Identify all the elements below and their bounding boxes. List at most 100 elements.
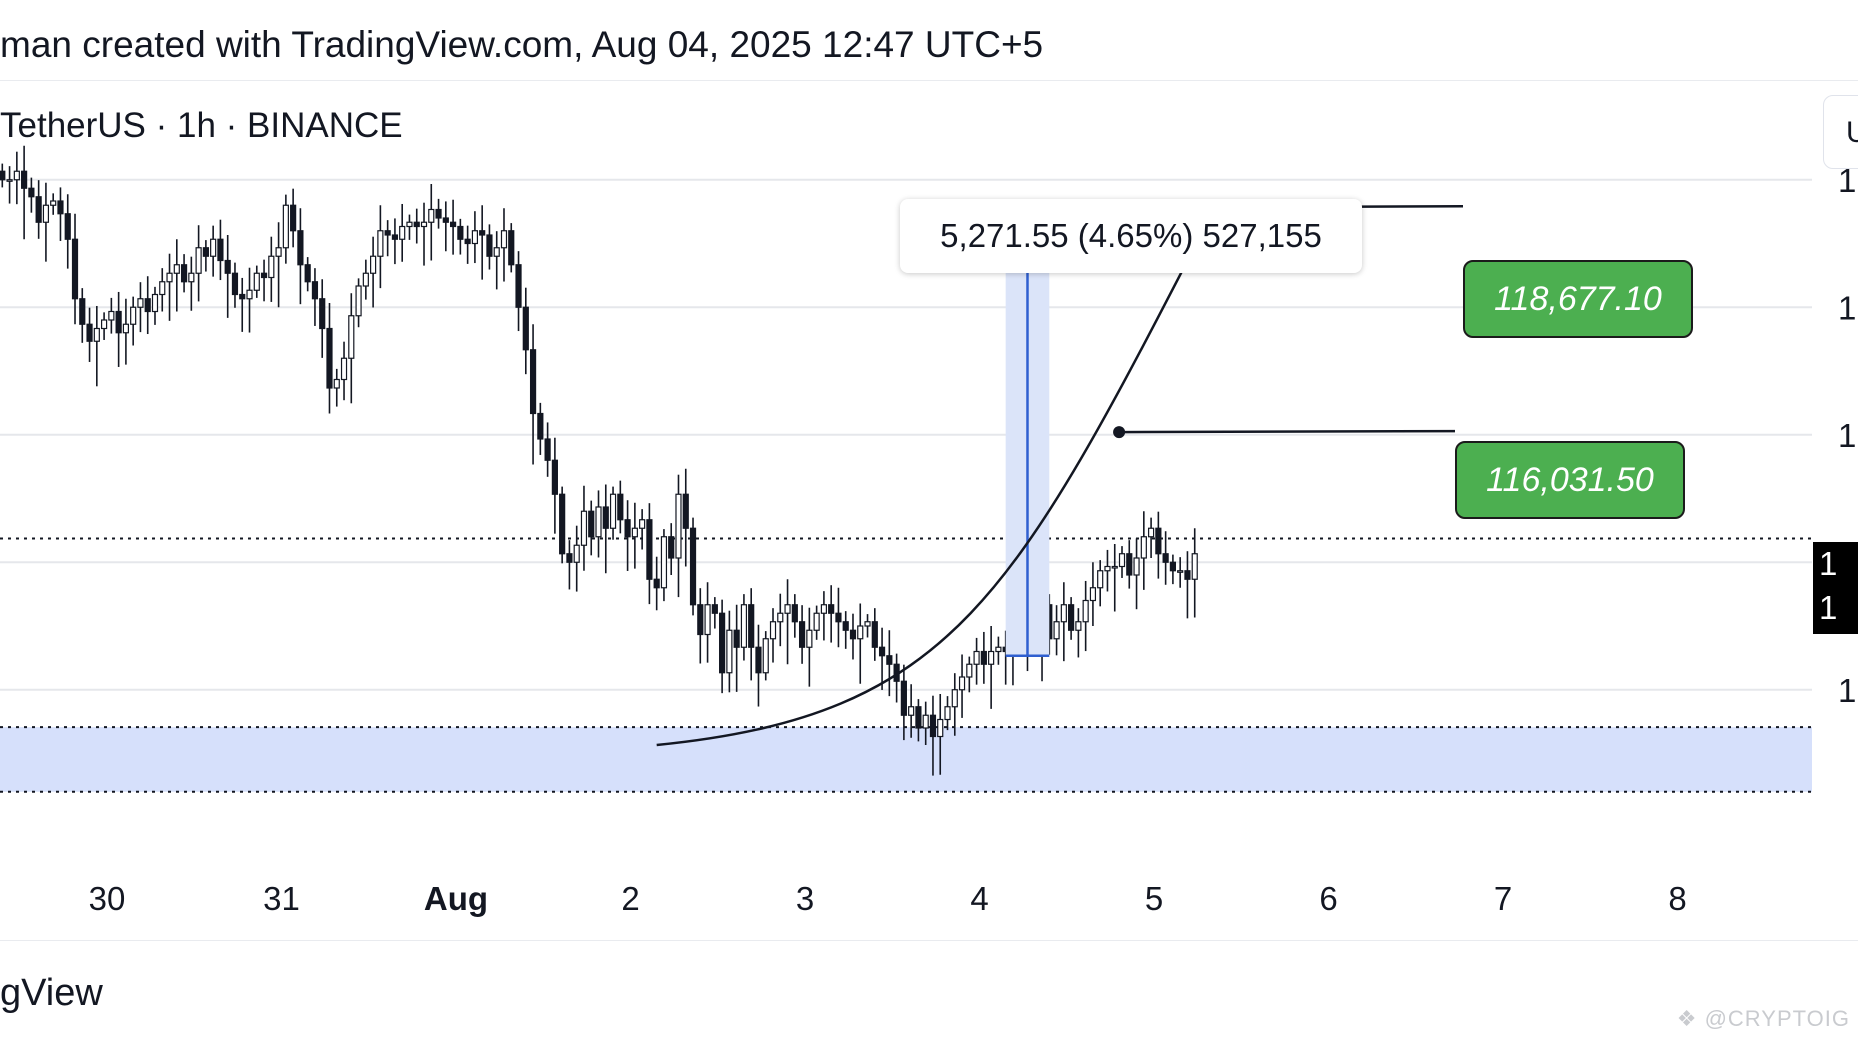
candle-body <box>726 629 733 674</box>
candle-body <box>362 272 369 287</box>
candle-body <box>6 179 13 182</box>
candle-body <box>319 298 326 330</box>
candle-body <box>340 357 348 381</box>
time-axis-label: 31 <box>263 880 300 917</box>
price-tick-label: 1 <box>1838 162 1856 199</box>
candle-body <box>719 612 726 674</box>
candle-body <box>1147 527 1155 538</box>
candle-body <box>762 638 769 674</box>
candle-body <box>449 221 457 228</box>
candle-body <box>878 646 886 657</box>
support-zone <box>0 727 1812 792</box>
candle-body <box>864 621 871 627</box>
candle-body <box>137 298 144 308</box>
candle-body <box>646 519 653 580</box>
candle-body <box>1068 604 1075 631</box>
watermark: ❖ @CRYPTOIG <box>1676 1006 1850 1031</box>
candle-body <box>384 230 391 236</box>
candle-body <box>580 510 588 546</box>
candle-body <box>71 238 79 300</box>
candle-body <box>479 230 486 236</box>
candle-body <box>660 536 668 589</box>
candle-body <box>13 170 20 181</box>
candle-body <box>260 272 268 279</box>
candle-body <box>588 510 595 538</box>
candle-body <box>937 718 944 738</box>
last-price-line-1: 1 <box>1819 545 1838 582</box>
candle-body <box>231 272 239 296</box>
candle-body <box>639 519 646 529</box>
candle-body <box>537 412 544 440</box>
candle-body <box>290 204 297 232</box>
candle-body <box>609 493 617 529</box>
candle-body <box>857 625 864 640</box>
candle-body <box>1060 604 1067 623</box>
candle-body <box>842 621 849 631</box>
candle-body <box>348 315 355 359</box>
candle-body <box>0 170 6 181</box>
candle-body <box>1191 553 1198 580</box>
footer-brand[interactable]: gView <box>0 972 103 1014</box>
candle-body <box>442 217 449 223</box>
candle-body <box>697 604 704 636</box>
scale-button[interactable]: U <box>1823 95 1858 169</box>
target-label-2[interactable]: 118,677.10 <box>1463 260 1693 338</box>
last-price-line-2: 1 <box>1819 589 1838 626</box>
candle-body <box>1118 553 1126 568</box>
last-price-label: 1 1 <box>1813 542 1858 634</box>
candle-body <box>711 604 718 614</box>
target-label-1[interactable]: 116,031.50 <box>1455 441 1685 519</box>
candle-body <box>682 493 689 529</box>
candle-body <box>159 281 166 296</box>
candle-body <box>311 281 319 300</box>
candle-body <box>180 264 188 283</box>
candle-body <box>689 527 697 606</box>
candle-body <box>275 247 282 257</box>
candle-body <box>624 519 631 538</box>
candle-body <box>406 221 413 228</box>
projection-curve <box>656 206 1217 747</box>
candle-body <box>529 349 537 415</box>
candle-body <box>566 553 573 563</box>
candle-body <box>1169 561 1177 572</box>
candle-body <box>122 323 130 334</box>
candle-body <box>595 506 602 538</box>
candle-body <box>1089 587 1097 602</box>
candle-body <box>224 259 231 274</box>
candle-body <box>370 255 377 274</box>
candle-body <box>988 650 995 665</box>
target-anchor-dot <box>1113 426 1126 439</box>
candle-body <box>798 621 806 648</box>
candle-body <box>50 200 57 206</box>
candle-body <box>130 306 137 325</box>
candle-body <box>42 204 50 223</box>
candle-body <box>995 646 1002 653</box>
time-axis-label: 7 <box>1494 880 1512 917</box>
candle-body <box>282 204 289 249</box>
candle-body <box>1155 527 1162 555</box>
candle-body <box>100 319 108 330</box>
candle-body <box>820 604 828 614</box>
candle-body <box>849 629 857 640</box>
candle-body <box>1097 570 1104 589</box>
candle-body <box>551 459 558 495</box>
candle-body <box>1184 570 1191 580</box>
candle-body <box>835 612 842 623</box>
candle-body <box>57 200 64 215</box>
candle-body <box>166 272 173 283</box>
candle-body <box>377 230 384 257</box>
candle-body <box>573 544 580 563</box>
time-axis-label: 8 <box>1668 880 1686 917</box>
candle-body <box>886 655 893 665</box>
time-axis-label: 2 <box>621 880 639 917</box>
candle-body <box>1162 553 1169 563</box>
candle-body <box>493 247 500 257</box>
candle-body <box>951 689 958 708</box>
candle-body <box>108 310 115 321</box>
candle-body <box>93 327 100 342</box>
chart-symbol-line[interactable]: TetherUS · 1h · BINANCE <box>0 106 403 145</box>
target-connector <box>1119 429 1456 434</box>
candle-body <box>980 650 987 665</box>
candle-body <box>704 604 711 636</box>
